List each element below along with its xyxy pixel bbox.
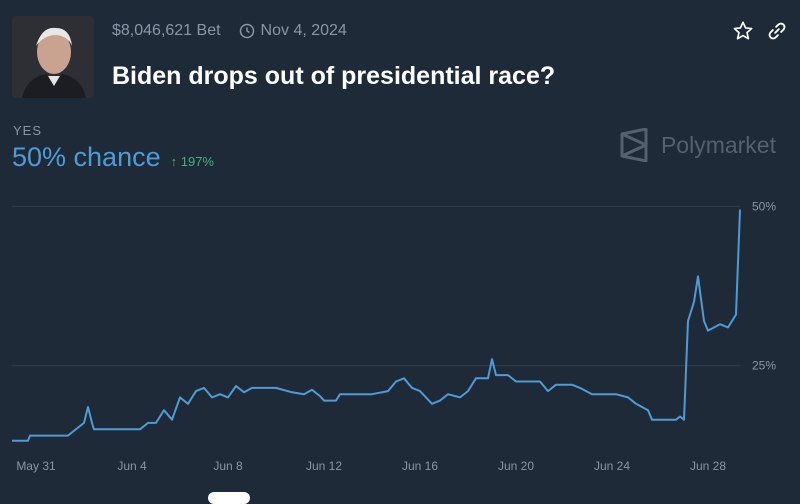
series-line [12, 209, 741, 442]
change-value: 197% [180, 154, 214, 169]
x-tick-label: Jun 28 [690, 459, 726, 473]
end-date-text: Nov 4, 2024 [260, 22, 347, 39]
x-tick-label: Jun 12 [306, 459, 342, 473]
price-chart: 50% 25% May 31 Jun 4 Jun 8 Jun 12 Jun 16 Jun 20… [12, 199, 776, 473]
x-tick-label: Jun 20 [498, 459, 534, 473]
action-icons [732, 20, 788, 42]
x-tick-label: Jun 8 [213, 459, 243, 473]
clock-icon [239, 23, 255, 39]
x-tick-label: Jun 24 [594, 459, 630, 473]
volume-text: $8,046,621 Bet [112, 22, 221, 39]
chance-display: 50% chance ↑ 197% [12, 142, 214, 173]
x-tick-label: Jun 4 [117, 459, 147, 473]
y-tick-label: 50% [752, 199, 776, 213]
arrow-up-icon: ↑ [170, 154, 178, 169]
link-icon[interactable] [766, 20, 788, 42]
market-image [12, 16, 94, 98]
star-icon[interactable] [732, 20, 754, 42]
change-indicator: ↑ 197% [171, 154, 214, 169]
chance-value: 50% chance [12, 142, 161, 172]
brand-watermark: Polymarket [619, 128, 776, 162]
market-meta: $8,046,621 Bet Nov 4, 2024 [112, 22, 347, 40]
x-tick-label: May 31 [16, 459, 56, 473]
scroll-handle[interactable] [208, 492, 250, 504]
brand-name: Polymarket [660, 131, 776, 158]
market-title: Biden drops out of presidential race? [112, 62, 556, 90]
y-tick-label: 25% [752, 359, 776, 373]
x-tick-label: Jun 16 [402, 459, 438, 473]
polymarket-logo-icon [620, 128, 648, 162]
outcome-label: YES [13, 123, 43, 138]
